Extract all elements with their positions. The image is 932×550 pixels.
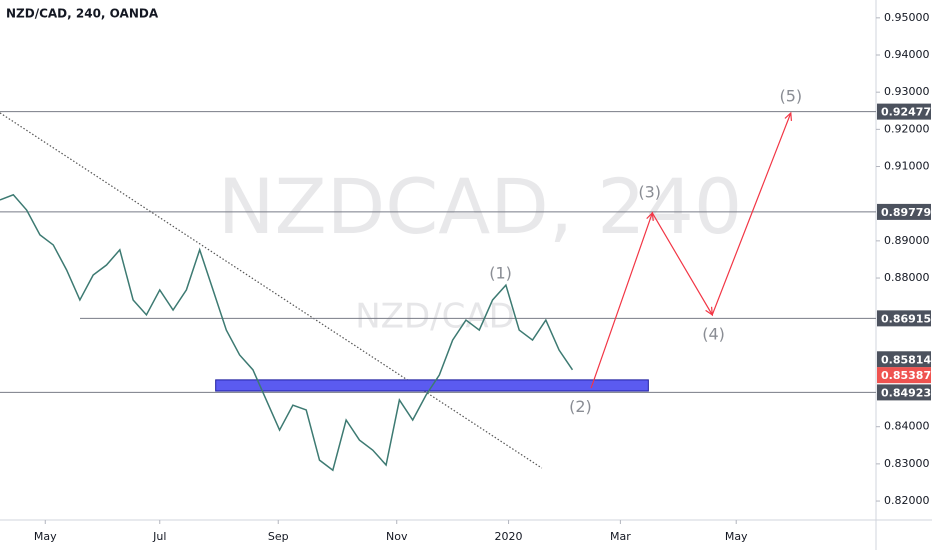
arrow-head bbox=[646, 211, 654, 221]
y-tick-label: 0.94000 bbox=[884, 48, 930, 61]
wave-label: (4) bbox=[702, 324, 725, 343]
y-tick-label: 0.91000 bbox=[884, 160, 930, 173]
price-badge-label: 0.85814 bbox=[881, 353, 931, 366]
watermark: NZDCAD, 240 bbox=[218, 162, 742, 251]
y-tick-label: 0.83000 bbox=[884, 457, 930, 470]
wave-label: (5) bbox=[779, 87, 802, 106]
price-badge bbox=[877, 103, 931, 120]
price-badge bbox=[877, 203, 931, 220]
wave-label: (3) bbox=[638, 182, 661, 201]
wave-path bbox=[590, 112, 792, 389]
trendline bbox=[0, 112, 543, 469]
x-tick-label: May bbox=[725, 530, 748, 543]
price-badge bbox=[877, 384, 931, 401]
y-tick-label: 0.82000 bbox=[884, 494, 930, 507]
x-tick-label: Mar bbox=[610, 530, 631, 543]
price-line-series bbox=[0, 193, 574, 472]
y-tick-label: 0.88000 bbox=[884, 271, 930, 284]
y-tick-label: 0.92000 bbox=[884, 122, 930, 135]
y-tick-label: 0.95000 bbox=[884, 11, 930, 24]
y-tick-label: 0.93000 bbox=[884, 85, 930, 98]
x-tick-label: May bbox=[34, 530, 57, 543]
x-tick-label: Nov bbox=[386, 530, 408, 543]
price-badge-label: 0.89779 bbox=[881, 206, 931, 219]
price-badge-label: 0.85387 bbox=[881, 369, 931, 382]
price-badge bbox=[877, 367, 931, 384]
arrow-head bbox=[705, 306, 713, 317]
wave-label: (2) bbox=[569, 397, 592, 416]
y-tick-label: 0.84000 bbox=[884, 420, 930, 433]
price-badge-label: 0.92477 bbox=[881, 106, 931, 119]
x-tick-label: Sep bbox=[268, 530, 289, 543]
price-badge-label: 0.84923 bbox=[881, 386, 931, 399]
y-tick-label: 0.89000 bbox=[884, 234, 930, 247]
chart-title: NZD/CAD, 240, OANDA bbox=[6, 7, 159, 21]
wave-label: (1) bbox=[489, 263, 512, 282]
price-badge bbox=[877, 310, 931, 327]
x-tick-label: Jul bbox=[152, 530, 166, 543]
x-tick-label: 2020 bbox=[495, 530, 523, 543]
arrow-head bbox=[784, 111, 793, 122]
watermark-sub: NZD/CAD bbox=[355, 297, 515, 337]
price-badge bbox=[877, 351, 931, 368]
price-badge-label: 0.86915 bbox=[881, 312, 931, 325]
